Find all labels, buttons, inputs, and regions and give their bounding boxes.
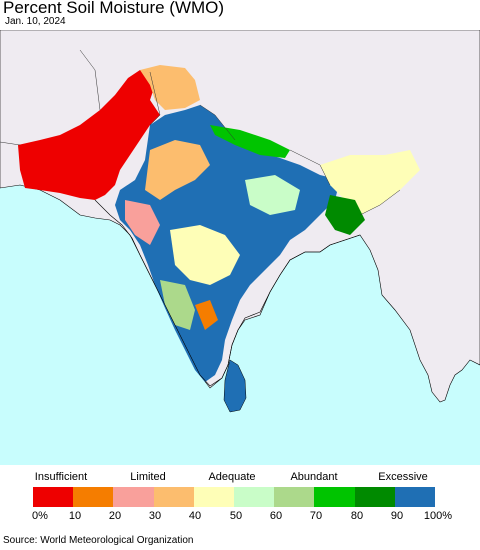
region-pakistan-dry bbox=[18, 70, 160, 200]
legend-category-insufficient: Insufficient bbox=[34, 471, 88, 483]
legend-swatch-20-30 bbox=[113, 487, 154, 507]
legend-swatch-30-40 bbox=[153, 487, 194, 507]
legend-swatch-70-80 bbox=[314, 487, 355, 507]
region-sri-lanka bbox=[223, 359, 247, 413]
legend-swatch-60-70 bbox=[274, 487, 315, 507]
region-nepal bbox=[210, 125, 290, 158]
region-bangladesh bbox=[325, 195, 365, 235]
legend-tick: 60 bbox=[269, 510, 283, 522]
region-south-dry bbox=[195, 300, 218, 330]
legend-tick: 20 bbox=[108, 510, 122, 522]
legend-tick: 40 bbox=[188, 510, 202, 522]
legend-swatch-10-20 bbox=[73, 487, 114, 507]
legend-tick: 80 bbox=[350, 510, 364, 522]
map-title: Percent Soil Moisture (WMO) bbox=[3, 0, 225, 17]
border-lines bbox=[0, 49, 401, 216]
legend-swatch-40-50 bbox=[193, 487, 235, 507]
legend-swatch-80-90 bbox=[354, 487, 395, 507]
coastline bbox=[94, 199, 361, 387]
legend-tick: 90 bbox=[390, 510, 404, 522]
legend-categories: Insufficient Limited Adequate Abundant E… bbox=[0, 471, 480, 485]
region-kashmir bbox=[140, 65, 200, 110]
soil-moisture-map bbox=[0, 30, 480, 465]
region-deccan-mix bbox=[170, 225, 240, 285]
legend-tick: 50 bbox=[229, 510, 243, 522]
legend-swatch-50-60 bbox=[234, 487, 275, 507]
region-central-mix bbox=[145, 140, 210, 200]
legend-tick: 0% bbox=[32, 510, 48, 522]
legend-category-adequate: Adequate bbox=[208, 471, 256, 483]
legend-tick: 100% bbox=[423, 510, 453, 522]
legend-tick: 30 bbox=[148, 510, 162, 522]
legend-category-limited: Limited bbox=[130, 471, 166, 483]
legend-ticks: 0% 10 20 30 40 50 60 70 80 90 100% bbox=[0, 510, 480, 524]
legend-category-excessive: Excessive bbox=[378, 471, 428, 483]
legend-category-abundant: Abundant bbox=[290, 471, 338, 483]
legend-swatch-0-10 bbox=[33, 487, 74, 507]
legend-tick: 70 bbox=[309, 510, 323, 522]
region-west-dry bbox=[125, 200, 160, 245]
legend-color-bar bbox=[33, 487, 436, 507]
legend-tick: 10 bbox=[68, 510, 82, 522]
region-southwest bbox=[160, 280, 195, 330]
legend-swatch-90-100 bbox=[394, 487, 436, 507]
map-date: Jan. 10, 2024 bbox=[5, 16, 66, 27]
source-credit: Source: World Meteorological Organizatio… bbox=[3, 535, 194, 546]
region-east-mix bbox=[245, 175, 300, 215]
